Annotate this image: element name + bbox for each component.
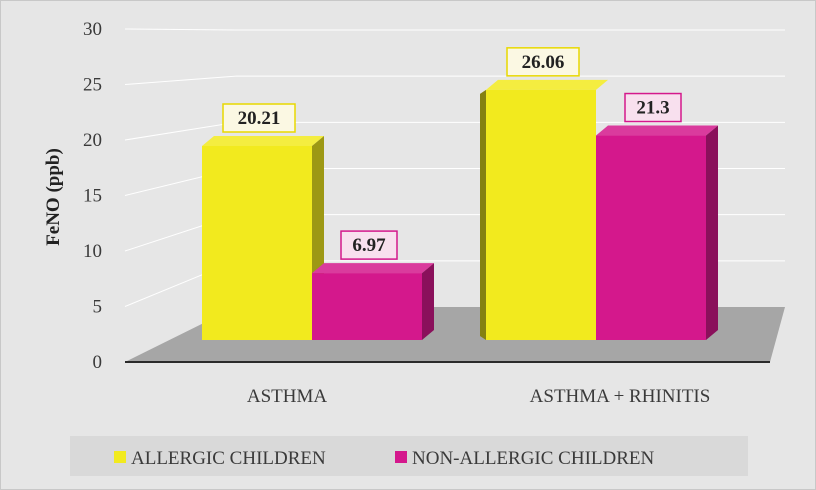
legend-label: ALLERGIC CHILDREN	[131, 448, 326, 469]
bar-front-face	[486, 89, 596, 340]
data-label-box	[222, 103, 296, 133]
data-label-box	[624, 92, 682, 123]
gridline	[124, 75, 785, 85]
data-label-text: 26.06	[522, 52, 565, 73]
data-label: 26.06	[506, 47, 580, 77]
legend-item: NON-ALLERGIC CHILDREN	[395, 448, 655, 469]
bar-side-face	[480, 89, 486, 340]
bar-front-face	[202, 146, 312, 340]
data-label-text: 6.97	[352, 235, 386, 256]
bar-top-face	[202, 136, 324, 146]
y-tick-label: 15	[83, 186, 102, 207]
legend-swatch	[395, 451, 407, 463]
y-tick-label: 30	[83, 19, 102, 40]
data-label: 21.3	[624, 92, 682, 123]
x-category-label: ASTHMA + RHINITIS	[530, 386, 711, 407]
bar-top-face	[312, 263, 434, 274]
bar-0-1	[480, 79, 608, 340]
bar-top-face	[486, 79, 608, 90]
legend-swatch	[114, 451, 126, 463]
legend-box	[70, 436, 748, 476]
data-label-box	[340, 230, 398, 260]
data-label: 20.21	[222, 103, 296, 133]
y-axis-title: FeNO (ppb)	[43, 148, 64, 246]
legend-item: ALLERGIC CHILDREN	[114, 448, 326, 469]
y-tick-label: 20	[83, 130, 102, 151]
bar-1-0	[312, 263, 434, 340]
y-tick-label: 5	[93, 297, 103, 318]
data-label-box	[506, 47, 580, 77]
x-category-label: ASTHMA	[247, 386, 328, 407]
bar-front-face	[312, 273, 422, 340]
data-label-text: 20.21	[238, 108, 281, 129]
bar-top-face	[596, 125, 718, 136]
legend-label: NON-ALLERGIC CHILDREN	[412, 448, 655, 469]
bar-side-face	[422, 263, 434, 340]
bar-1-1	[596, 125, 718, 340]
y-tick-label: 25	[83, 75, 102, 96]
bar-front-face	[596, 135, 706, 340]
y-tick-label: 0	[93, 352, 103, 373]
bar-0-0	[202, 136, 324, 340]
gridline	[124, 28, 785, 31]
bar-side-face	[706, 125, 718, 340]
y-tick-label: 10	[83, 241, 102, 262]
data-label: 6.97	[340, 230, 398, 260]
data-label-text: 21.3	[636, 98, 669, 119]
